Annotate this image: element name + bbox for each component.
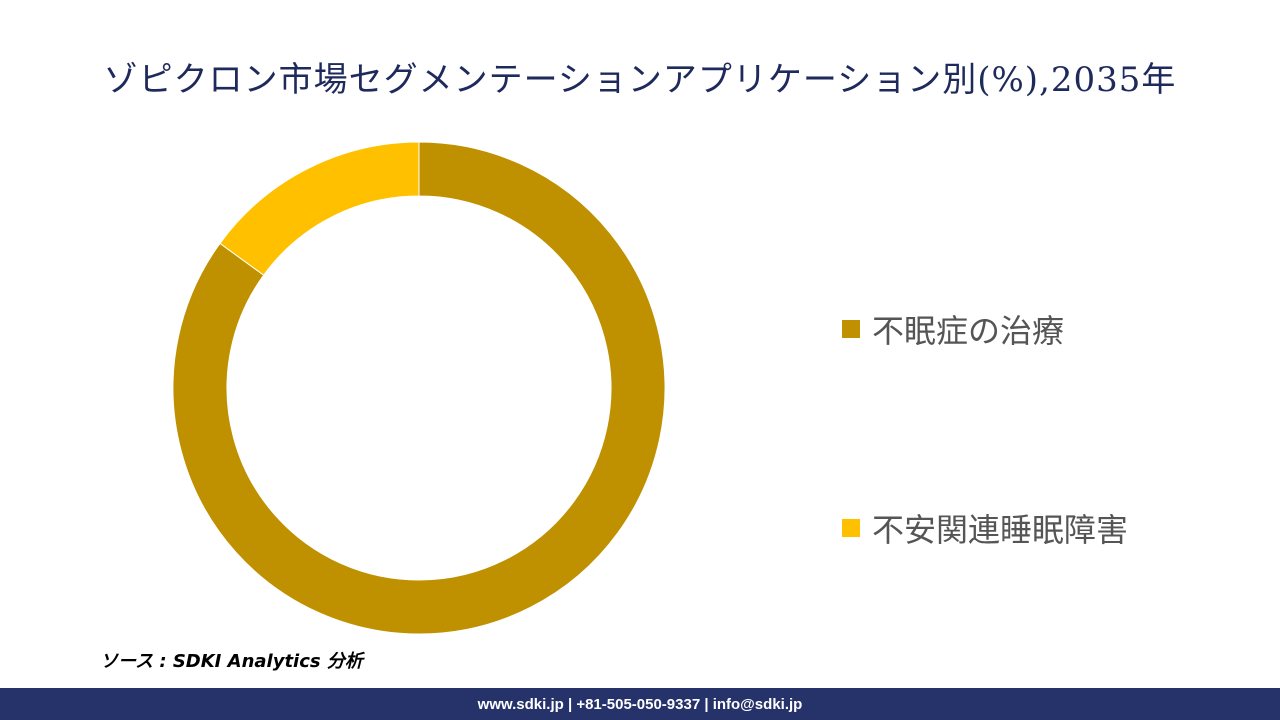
legend-label-insomnia: 不眠症の治療: [872, 312, 1065, 350]
legend-swatch-insomnia: [842, 320, 860, 338]
chart-title: ゾピクロン市場セグメンテーションアプリケーション別(%),2035年: [103, 60, 1177, 100]
legend-label-anxiety-sleep: 不安関連睡眠障害: [872, 511, 1129, 549]
legend-item-anxiety-sleep: 不安関連睡眠障害: [842, 505, 1128, 551]
footer-contact: www.sdki.jp | +81-505-050-9337 | info@sd…: [477, 695, 803, 713]
slice-insomnia: [172, 141, 666, 635]
legend-item-insomnia: 不眠症の治療: [842, 306, 1064, 352]
legend-swatch-anxiety-sleep: [842, 519, 860, 537]
footer-bar: www.sdki.jp | +81-505-050-9337 | info@sd…: [0, 688, 1280, 720]
donut-chart: [172, 141, 666, 635]
source-note: ソース : SDKI Analytics 分析: [100, 651, 363, 672]
slice-anxiety-sleep: [219, 141, 420, 276]
